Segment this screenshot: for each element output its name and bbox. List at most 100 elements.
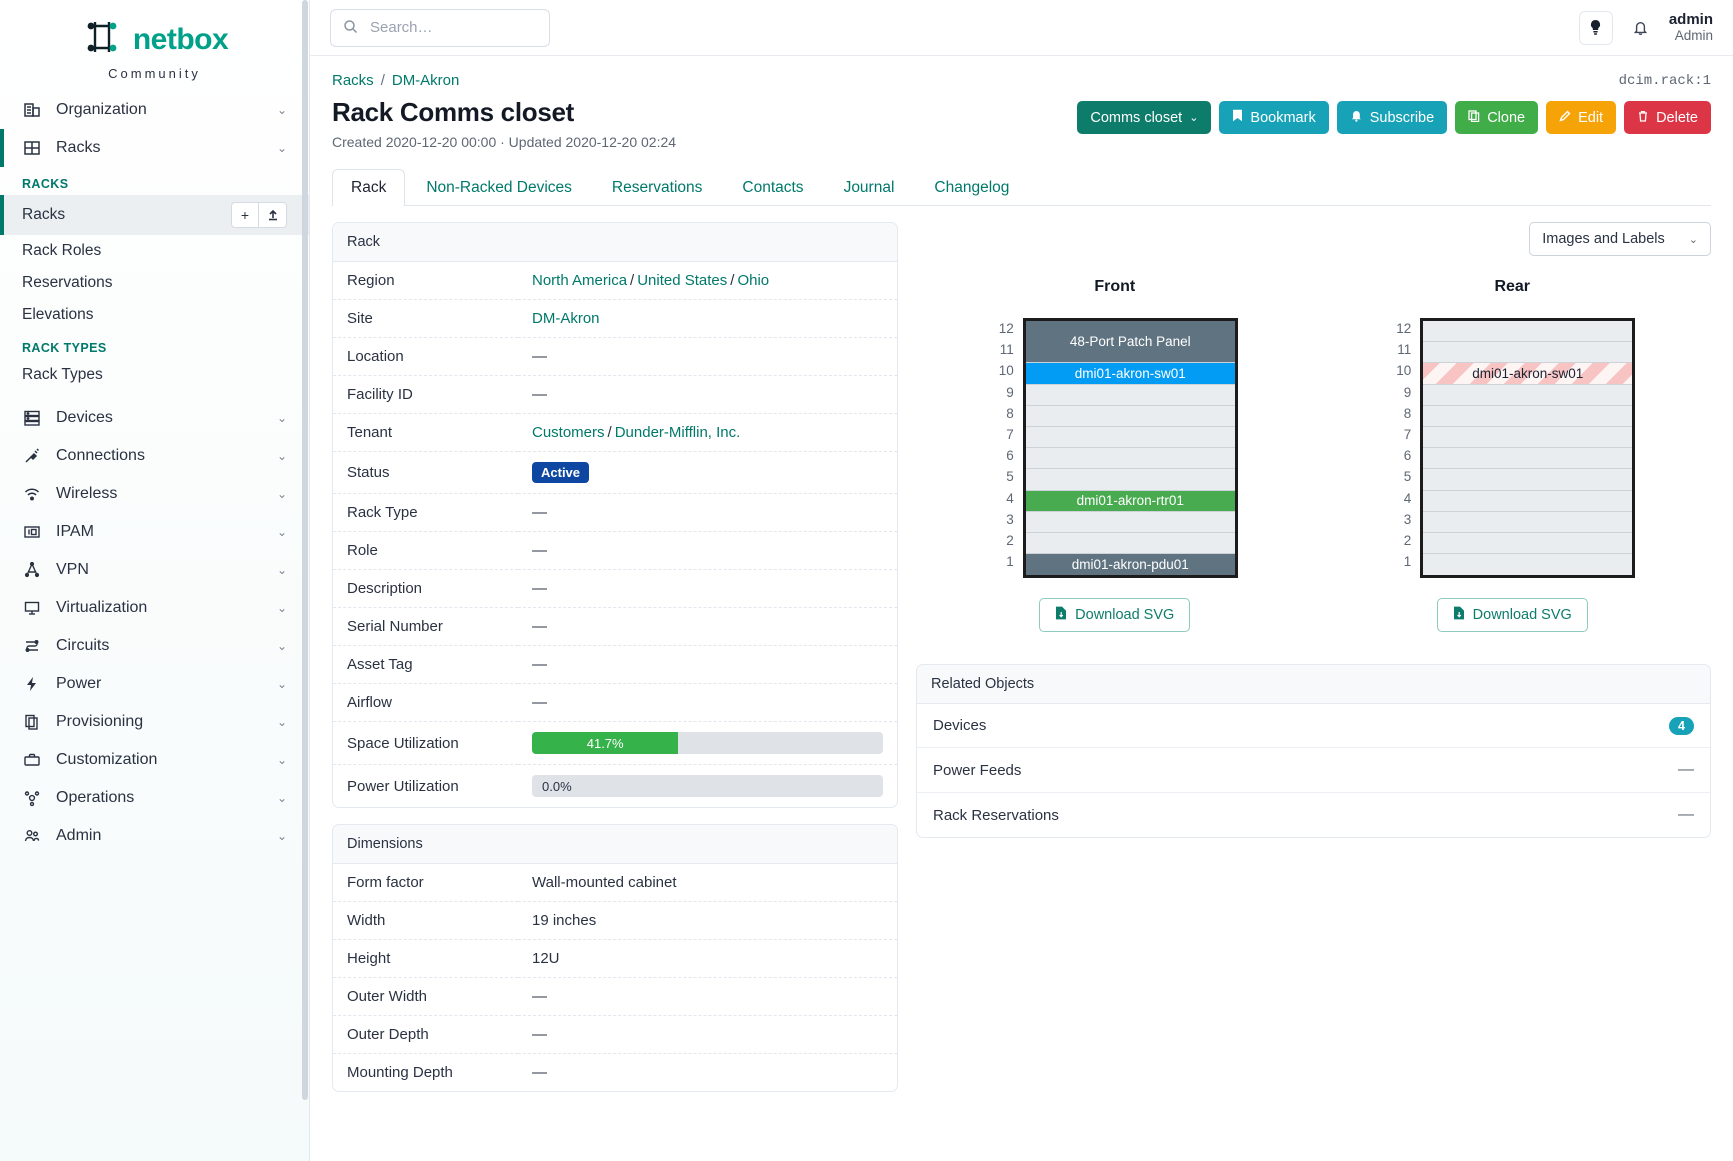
sidebar-group-circuits[interactable]: Circuits ⌄ — [0, 627, 309, 665]
rack-unit-empty[interactable] — [1423, 533, 1632, 554]
delete-button[interactable]: Delete — [1624, 101, 1711, 134]
sidebar-item-reservations[interactable]: Reservations — [0, 267, 309, 299]
related-row-power-feeds[interactable]: Power Feeds — — [917, 748, 1710, 793]
rack-unit-empty[interactable] — [1026, 427, 1235, 448]
download-svg-front-button[interactable]: Download SVG — [1039, 598, 1190, 632]
sidebar-group-organization[interactable]: Organization ⌄ — [0, 91, 309, 129]
rack-unit-empty[interactable] — [1423, 491, 1632, 512]
user-name: admin — [1669, 11, 1713, 28]
rack-unit-number: 9 — [992, 382, 1014, 403]
sidebar-group-power[interactable]: Power ⌄ — [0, 665, 309, 703]
sidebar-group-label: Racks — [56, 139, 263, 157]
elevation-view-select[interactable]: Images and Labels ⌄ — [1529, 222, 1711, 256]
sidebar-group-ipam[interactable]: IPAM ⌄ — [0, 513, 309, 551]
row-key: Airflow — [333, 684, 518, 722]
region-link-1[interactable]: North America — [532, 272, 627, 289]
rack-unit-empty[interactable] — [1423, 406, 1632, 427]
sidebar-scrollbar[interactable] — [302, 0, 308, 1100]
connections-icon — [22, 447, 42, 465]
row-value: — — [518, 338, 897, 376]
rack-unit-empty[interactable] — [1423, 321, 1632, 342]
bell-icon[interactable] — [1627, 20, 1655, 36]
rack-unit-empty[interactable] — [1026, 533, 1235, 554]
rack-device[interactable]: dmi01-akron-pdu01 — [1026, 554, 1235, 575]
bookmark-button[interactable]: Bookmark — [1219, 101, 1328, 134]
sidebar-item-racks[interactable]: Racks + — [0, 195, 309, 235]
rack-device[interactable]: 48-Port Patch Panel — [1026, 321, 1235, 363]
tab-non-racked-devices[interactable]: Non-Racked Devices — [407, 169, 591, 206]
breadcrumb-racks[interactable]: Racks — [332, 72, 374, 89]
subscribe-button[interactable]: Subscribe — [1337, 101, 1447, 134]
rack-unit-number: 10 — [992, 360, 1014, 381]
rack-unit-empty[interactable] — [1423, 342, 1632, 363]
rack-device[interactable]: dmi01-akron-sw01 — [1423, 363, 1632, 384]
sidebar-group-label: Wireless — [56, 485, 263, 503]
tab-reservations[interactable]: Reservations — [593, 169, 721, 206]
row-key: Location — [333, 338, 518, 376]
tenant-link[interactable]: Dunder-Mifflin, Inc. — [615, 424, 741, 441]
region-link-3[interactable]: Ohio — [737, 272, 769, 289]
rack-unit-empty[interactable] — [1423, 469, 1632, 490]
sidebar-item-rack-roles[interactable]: Rack Roles — [0, 235, 309, 267]
sidebar-group-customization[interactable]: Customization ⌄ — [0, 741, 309, 779]
tab-contacts[interactable]: Contacts — [723, 169, 822, 206]
related-row-value: 4 — [1669, 717, 1694, 734]
search-input[interactable] — [368, 18, 537, 37]
rack-unit-empty[interactable] — [1423, 448, 1632, 469]
sidebar-item-elevations[interactable]: Elevations — [0, 299, 309, 331]
table-row: Height 12U — [333, 940, 897, 978]
tenant-group-link[interactable]: Customers — [532, 424, 605, 441]
sep: / — [730, 272, 734, 289]
action-buttons: Comms closet ⌄ Bookmark Subscribe — [1077, 97, 1711, 134]
clone-button[interactable]: Clone — [1455, 101, 1538, 134]
rack-unit-empty[interactable] — [1026, 512, 1235, 533]
sidebar-group-vpn[interactable]: VPN ⌄ — [0, 551, 309, 589]
related-row-devices[interactable]: Devices 4 — [917, 704, 1710, 748]
rack-unit-empty[interactable] — [1423, 385, 1632, 406]
sidebar-group-operations[interactable]: Operations ⌄ — [0, 779, 309, 817]
tab-journal[interactable]: Journal — [825, 169, 914, 206]
rack-unit-empty[interactable] — [1026, 469, 1235, 490]
front-unit-numbers: 121110987654321 — [992, 318, 1014, 578]
row-value: North America/United States/Ohio — [518, 262, 897, 300]
topbar: admin Admin — [310, 0, 1733, 56]
tab-changelog[interactable]: Changelog — [915, 169, 1028, 206]
sidebar-group-wireless[interactable]: Wireless ⌄ — [0, 475, 309, 513]
sidebar-group-admin[interactable]: Admin ⌄ — [0, 817, 309, 855]
sidebar-group-racks[interactable]: Racks ⌄ — [0, 129, 309, 167]
rack-unit-empty[interactable] — [1026, 406, 1235, 427]
region-link-2[interactable]: United States — [637, 272, 727, 289]
row-key: Description — [333, 570, 518, 608]
sidebar-item-rack-types[interactable]: Rack Types — [0, 359, 309, 391]
elevation-view-value: Images and Labels — [1542, 231, 1665, 247]
lightbulb-icon[interactable] — [1579, 11, 1613, 45]
breadcrumb-site[interactable]: DM-Akron — [392, 72, 460, 89]
rack-unit-number: 3 — [992, 509, 1014, 530]
rack-unit-empty[interactable] — [1026, 448, 1235, 469]
upload-icon[interactable] — [259, 202, 287, 228]
plus-icon[interactable]: + — [231, 202, 259, 228]
rack-selector-button[interactable]: Comms closet ⌄ — [1077, 101, 1211, 134]
sidebar-group-devices[interactable]: Devices ⌄ — [0, 399, 309, 437]
rack-unit-empty[interactable] — [1423, 554, 1632, 575]
rack-device[interactable]: dmi01-akron-rtr01 — [1026, 491, 1235, 512]
edit-button[interactable]: Edit — [1546, 101, 1616, 134]
rack-unit-empty[interactable] — [1423, 512, 1632, 533]
rack-unit-empty[interactable] — [1423, 427, 1632, 448]
rack-device[interactable]: dmi01-akron-sw01 — [1026, 363, 1235, 384]
user-menu[interactable]: admin Admin — [1669, 11, 1713, 44]
search-box[interactable] — [330, 9, 550, 47]
sidebar-group-provisioning[interactable]: Provisioning ⌄ — [0, 703, 309, 741]
wireless-icon — [22, 485, 42, 503]
sidebar-group-virtualization[interactable]: Virtualization ⌄ — [0, 589, 309, 627]
brand[interactable]: netbox Community — [0, 0, 309, 91]
rack-unit-empty[interactable] — [1026, 385, 1235, 406]
sidebar-group-label: Operations — [56, 789, 263, 807]
rack-unit-number: 6 — [1389, 445, 1411, 466]
chevron-down-icon: ⌄ — [277, 525, 287, 539]
tab-rack[interactable]: Rack — [332, 169, 405, 206]
sidebar-group-connections[interactable]: Connections ⌄ — [0, 437, 309, 475]
download-svg-rear-button[interactable]: Download SVG — [1437, 598, 1588, 632]
site-link[interactable]: DM-Akron — [532, 310, 600, 327]
related-row-rack-reservations[interactable]: Rack Reservations — — [917, 793, 1710, 837]
